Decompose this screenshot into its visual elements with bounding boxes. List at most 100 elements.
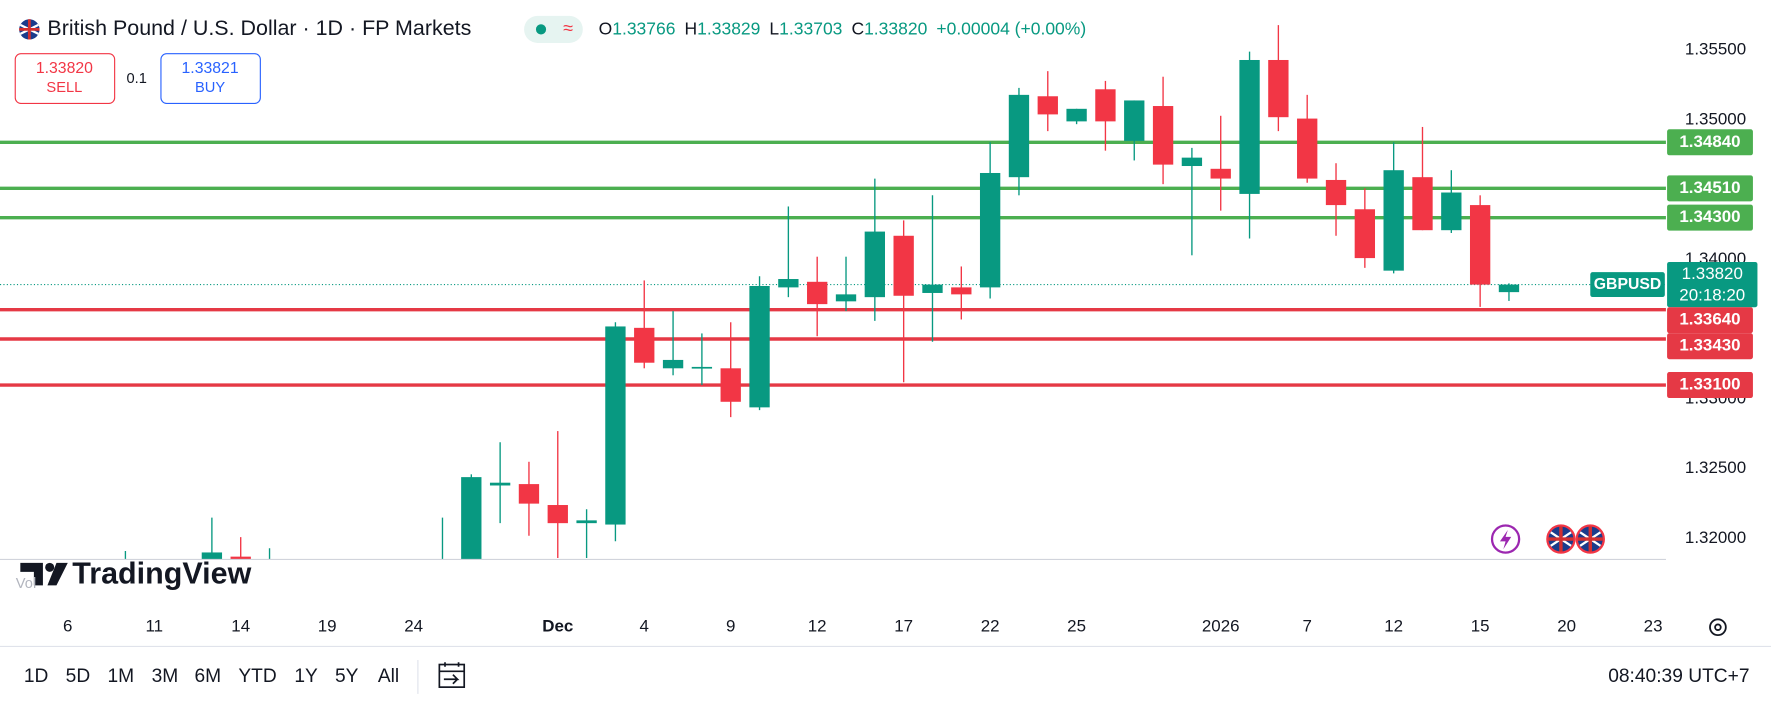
buy-label: BUY (195, 80, 225, 96)
x-tick-label: 6 (63, 617, 72, 636)
x-tick-label: 7 (1302, 617, 1311, 636)
event-icon[interactable] (1490, 524, 1521, 554)
level-label: 1.34510 (1679, 178, 1740, 197)
x-tick-label: 23 (1644, 617, 1663, 636)
candle-body (1124, 100, 1145, 141)
candle-body (1095, 89, 1116, 122)
symbol-title: British Pound / U.S. Dollar · 1D · FP Ma… (47, 16, 471, 40)
range-button[interactable]: 3M (152, 666, 179, 687)
level-tag (1667, 372, 1753, 399)
candle-body (1210, 168, 1231, 179)
symbol-tag (1590, 272, 1665, 298)
candle-body (201, 552, 223, 560)
level-label: 1.34840 (1679, 132, 1740, 151)
range-button[interactable]: 6M (194, 666, 221, 687)
current-price-label: 1.33820 (1682, 264, 1743, 283)
compare-icon[interactable] (438, 662, 466, 688)
candle-body (1441, 192, 1462, 231)
plot-area (0, 25, 1666, 664)
event-icon[interactable] (1546, 524, 1576, 554)
clock: 08:40:39 UTC+7 (1608, 666, 1749, 687)
candle-body (1498, 284, 1520, 293)
candle-body (403, 636, 423, 650)
candle-body (691, 366, 713, 369)
ohlc-prefix: O (599, 18, 613, 38)
level-tag (1667, 204, 1753, 231)
level-tag (1667, 333, 1753, 360)
candle-body (1383, 170, 1404, 271)
candle-body (1354, 209, 1376, 259)
candle-body (605, 326, 626, 525)
candle-body (173, 594, 193, 608)
level-tag (1667, 307, 1753, 334)
x-tick-label: 15 (1471, 617, 1490, 636)
ohlc-value: 1.33703 (779, 18, 842, 38)
x-tick-label: 9 (726, 617, 735, 636)
candle-body (432, 587, 452, 636)
x-tick-label: 20 (1557, 617, 1576, 636)
candle-body (518, 484, 540, 504)
candle-body (375, 650, 395, 664)
buy-button[interactable] (160, 53, 261, 104)
level-label: 1.33430 (1679, 336, 1740, 355)
range-button[interactable]: All (378, 666, 399, 687)
candle-body (86, 608, 106, 622)
candle-body (922, 284, 943, 293)
symbol-flag (19, 19, 40, 40)
countdown: 20:18:20 (1679, 285, 1745, 304)
candle-body (576, 520, 597, 524)
ohlc-value: 1.33766 (612, 18, 675, 38)
candle-body (1239, 59, 1260, 194)
status-dot (535, 24, 547, 35)
price-tag (1667, 261, 1758, 308)
candle-body (864, 231, 886, 298)
x-tick-label: 12 (1384, 617, 1403, 636)
volume-label: Vol (16, 576, 36, 592)
candle-body (288, 580, 308, 636)
level-label: 1.34300 (1679, 207, 1740, 226)
range-button[interactable]: 1D (24, 666, 49, 687)
candle-body (634, 327, 655, 363)
candle-body (893, 235, 914, 296)
candle-body (461, 477, 482, 560)
x-tick-label: 22 (981, 617, 1000, 636)
candle-body (1066, 108, 1087, 122)
candle-body (1297, 118, 1318, 179)
candle-body (1469, 205, 1491, 285)
range-button[interactable]: YTD (238, 666, 276, 687)
range-button[interactable]: 5D (66, 666, 91, 687)
candle-body (1181, 157, 1203, 167)
range-toolbar: 1D 5D 1M 3M 6M YTD 1Y 5Y All (24, 666, 399, 687)
x-tick-label: 25 (1067, 617, 1086, 636)
candle-body (778, 279, 799, 288)
y-tick-label: 1.32000 (1685, 528, 1746, 547)
ohlc-value: 1.33829 (697, 18, 760, 38)
level-label: 1.33100 (1679, 375, 1740, 394)
event-icon[interactable] (1575, 524, 1605, 554)
quantity: 0.1 (126, 71, 146, 87)
range-button[interactable]: 1Y (294, 666, 318, 687)
x-tick-label: 14 (231, 617, 250, 636)
candle-body (720, 368, 741, 402)
range-button[interactable]: 5Y (335, 666, 359, 687)
candle-body (1152, 106, 1174, 165)
level-label: 1.33640 (1679, 310, 1740, 329)
sell-button[interactable] (14, 53, 116, 104)
candle-body (951, 287, 972, 295)
symbol-label: GBPUSD (1594, 276, 1662, 293)
candle-body (1325, 179, 1347, 206)
x-tick-label: 24 (404, 617, 423, 636)
candle-body (230, 556, 251, 560)
ohlc-prefix: L (769, 18, 779, 38)
level-tag (1667, 175, 1753, 202)
candle-body (662, 359, 684, 369)
level-tag (1667, 129, 1753, 156)
x-tick-label: 19 (318, 617, 337, 636)
settings-icon[interactable] (1709, 618, 1727, 637)
candle-body (835, 294, 857, 302)
x-tick-label: 4 (640, 617, 649, 636)
x-tick-label: 12 (808, 617, 827, 636)
sell-price: 1.33820 (36, 60, 93, 77)
candle-body (979, 172, 1001, 288)
range-button[interactable]: 1M (108, 666, 135, 687)
